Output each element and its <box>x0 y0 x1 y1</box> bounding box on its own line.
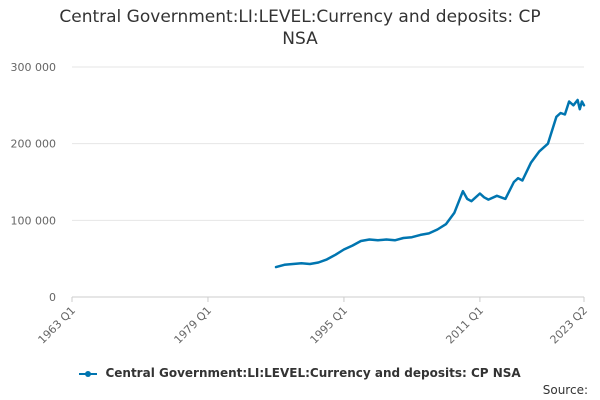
source-label: Source: <box>542 383 588 397</box>
y-tick-label: 0 <box>49 291 56 304</box>
chart-title: Central Government:LI:LEVEL:Currency and… <box>0 6 600 50</box>
legend-line-icon <box>79 370 98 377</box>
x-tick-label: 1995 Q1 <box>308 304 351 347</box>
x-tick-label: 2023 Q2 <box>548 304 591 347</box>
legend-label: Central Government:LI:LEVEL:Currency and… <box>105 366 521 380</box>
y-tick-label: 300 000 <box>11 61 57 74</box>
chart-title-line-1: Central Government:LI:LEVEL:Currency and… <box>59 7 541 27</box>
x-tick-label: 1979 Q1 <box>172 304 215 347</box>
series-line <box>274 98 586 269</box>
x-tick-label: 1963 Q1 <box>36 304 79 347</box>
y-tick-label: 100 000 <box>11 214 57 227</box>
legend[interactable]: Central Government:LI:LEVEL:Currency and… <box>0 366 600 380</box>
chart-title-line-2: NSA <box>282 29 318 49</box>
x-tick-label: 2011 Q1 <box>443 304 486 347</box>
y-tick-label: 200 000 <box>11 138 57 151</box>
